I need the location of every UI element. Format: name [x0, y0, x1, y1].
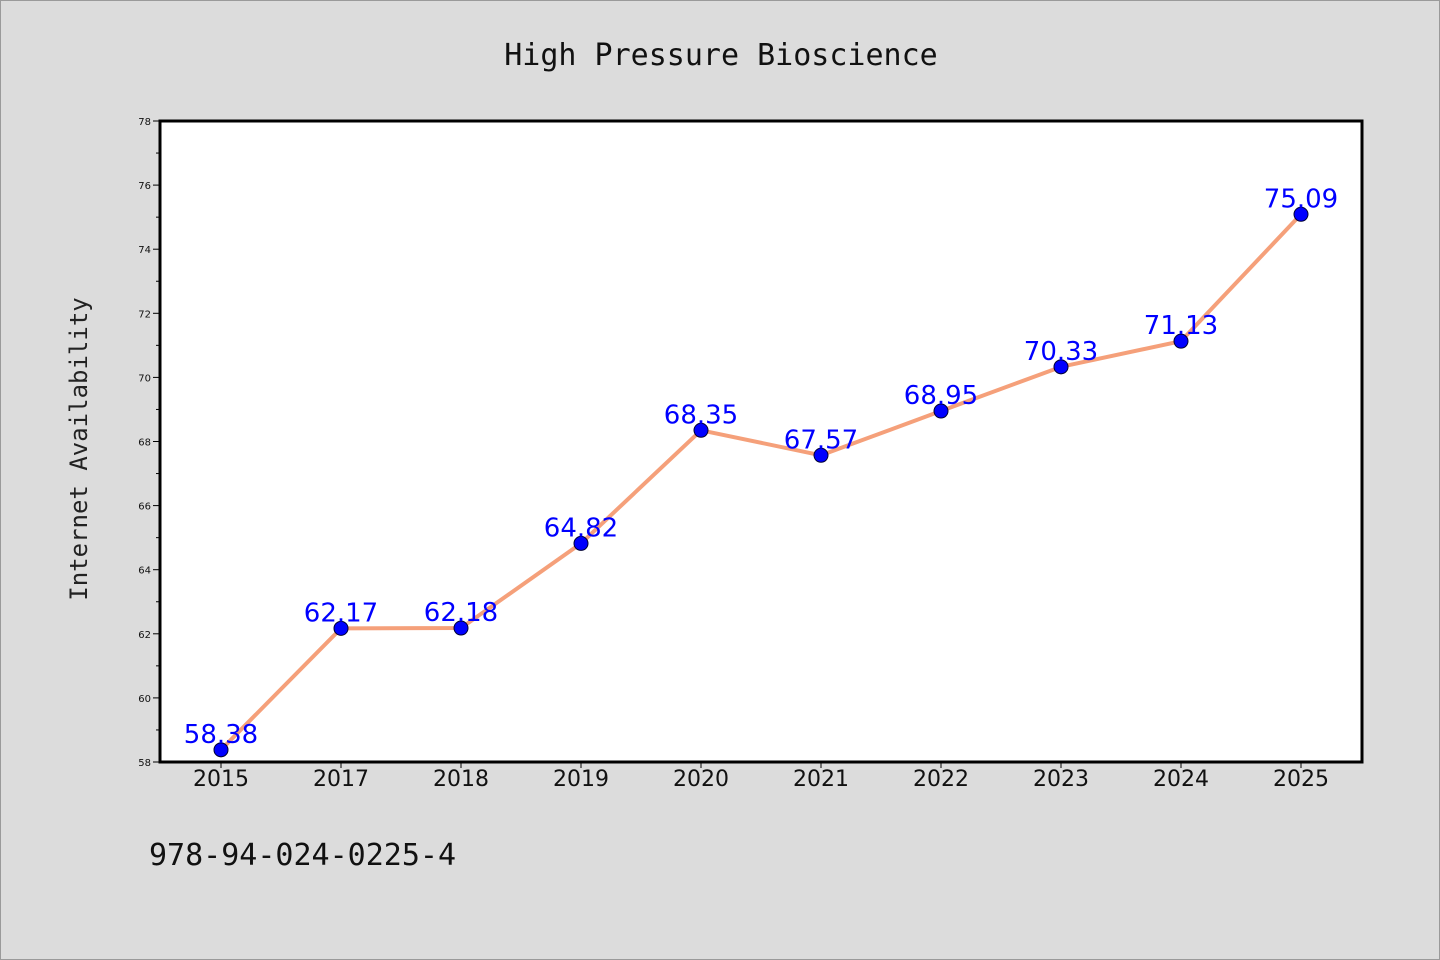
x-tick-label: 2020 [673, 767, 729, 792]
chart-title: High Pressure Bioscience [504, 38, 937, 73]
x-tick-label: 2018 [433, 767, 489, 792]
y-tick-label: 72 [138, 309, 151, 320]
x-tick-label: 2022 [913, 767, 969, 792]
data-point [213, 742, 229, 758]
series-layer [213, 206, 1309, 758]
data-label: 62.17 [304, 598, 378, 628]
y-tick-label: 66 [138, 502, 151, 513]
y-tick-label: 58 [138, 758, 151, 769]
data-label: 62.18 [424, 598, 498, 628]
y-tick-label: 70 [138, 373, 151, 384]
y-axis-label: Internet Availability [65, 297, 93, 600]
footer-code: 978-94-024-0225-4 [149, 838, 456, 873]
data-point [333, 620, 349, 636]
x-tick-label: 2025 [1273, 767, 1329, 792]
x-tick-label: 2019 [553, 767, 609, 792]
x-tick-label: 2024 [1153, 767, 1209, 792]
data-label: 64.82 [544, 513, 618, 543]
data-point [933, 403, 949, 419]
data-point [1173, 333, 1189, 349]
data-label: 70.33 [1024, 337, 1098, 367]
data-point [453, 620, 469, 636]
data-label: 58.38 [184, 720, 258, 750]
data-point [693, 422, 709, 438]
x-tick-label: 2023 [1033, 767, 1089, 792]
y-axis-ticks: 58 60 62 64 66 68 70 72 74 76 78 [138, 117, 160, 769]
y-tick-label: 78 [138, 117, 151, 128]
data-label: 71.13 [1144, 311, 1218, 341]
x-tick-label: 2021 [793, 767, 849, 792]
data-point [813, 447, 829, 463]
data-point [1053, 359, 1069, 375]
data-labels: 58.38 62.17 62.18 64.82 68.35 67.57 68.95 70.33… [184, 184, 1338, 750]
y-tick-label: 68 [138, 438, 151, 449]
series-line [219, 212, 1303, 752]
data-label: 75.09 [1264, 184, 1338, 214]
y-tick-label: 64 [138, 566, 151, 577]
data-label: 67.57 [784, 425, 858, 455]
data-point [573, 535, 589, 551]
x-tick-label: 2015 [193, 767, 249, 792]
x-tick-label: 2017 [313, 767, 369, 792]
data-point [1293, 206, 1309, 222]
data-label: 68.95 [904, 381, 978, 411]
y-tick-label: 62 [138, 630, 151, 641]
y-tick-label: 76 [138, 181, 151, 192]
data-label: 68.35 [664, 400, 738, 430]
y-tick-label: 74 [138, 245, 151, 256]
x-axis-ticks: 2015 2017 2018 2019 2020 2021 2022 2023 2024 2025 [193, 762, 1329, 792]
y-tick-label: 60 [138, 694, 151, 705]
